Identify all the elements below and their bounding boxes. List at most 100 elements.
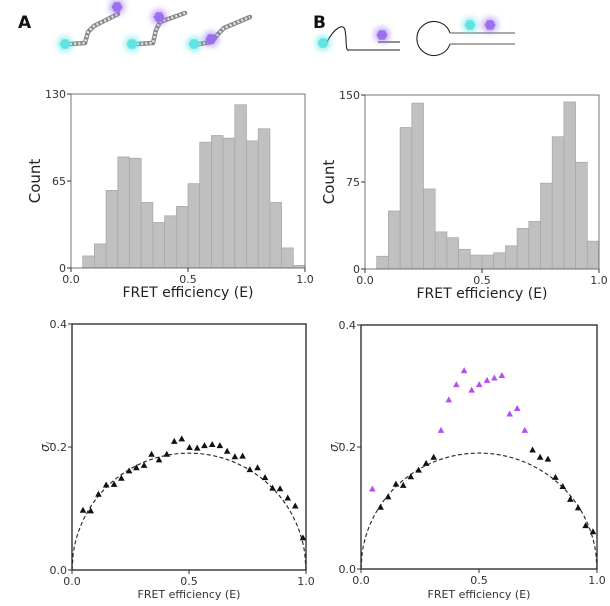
- histogram-bar: [269, 202, 282, 269]
- data-point: [276, 485, 284, 492]
- y-axis-label: σl: [327, 441, 343, 452]
- x-tick-label: 1.0: [588, 574, 606, 587]
- y-tick-label: 75: [346, 176, 360, 189]
- histogram-bar: [528, 221, 541, 270]
- data-point: [445, 396, 453, 403]
- donor-dye-icon: [462, 17, 478, 33]
- data-point: [498, 372, 506, 379]
- x-axis-label: FRET efficiency (E): [122, 285, 253, 301]
- data-point: [223, 447, 231, 454]
- y-tick-label: 130: [45, 88, 66, 101]
- hairpin-loop: [416, 20, 451, 57]
- x-tick-label: 0.5: [180, 575, 198, 588]
- y-tick-label: 0.4: [50, 318, 68, 331]
- data-point: [415, 466, 422, 473]
- histogram-bar: [211, 135, 224, 269]
- histogram-bar: [516, 228, 530, 270]
- y-axis-label: Count: [26, 159, 44, 204]
- y-tick-label: 150: [339, 89, 360, 102]
- data-point: [178, 435, 186, 442]
- panel-label-b: B: [313, 13, 326, 33]
- histogram-bar: [152, 222, 165, 269]
- reference-curve: [71, 452, 307, 571]
- data-point: [377, 503, 384, 510]
- histogram-bar: [234, 104, 247, 269]
- histogram-bar: [388, 210, 401, 270]
- donor-dye-icon-hexagon: [59, 39, 71, 49]
- histogram-bar: [129, 157, 142, 269]
- acceptor-dye-icon: [109, 0, 125, 15]
- data-point: [246, 466, 254, 473]
- data-point: [269, 484, 276, 491]
- y-axis-label-symbol: σ: [38, 444, 52, 452]
- panel-label-a: A: [18, 13, 32, 33]
- data-point: [170, 437, 178, 444]
- histogram-bar: [469, 254, 483, 270]
- data-point: [239, 452, 246, 459]
- x-axis-label: FRET efficiency (E): [428, 588, 531, 601]
- histogram-bar: [446, 237, 459, 270]
- data-point: [491, 374, 498, 381]
- acceptor-dye-icon-hexagon: [111, 2, 123, 12]
- data-point: [392, 480, 400, 487]
- x-tick-label: 0.5: [179, 273, 197, 286]
- helix-rungs: [136, 11, 186, 46]
- histogram-bar: [199, 141, 212, 269]
- data-point: [529, 446, 536, 453]
- histogram-bar: [481, 254, 495, 270]
- helix-rungs: [69, 12, 119, 46]
- data-point: [399, 481, 407, 488]
- data-point: [407, 473, 415, 480]
- single-strand-icon: [326, 26, 400, 51]
- donor-dye-icon-hexagon: [317, 38, 329, 48]
- histogram-bar: [94, 243, 107, 269]
- data-point: [521, 426, 529, 433]
- histogram-bar: [281, 247, 294, 269]
- data-point: [475, 381, 483, 388]
- histogram-bar: [563, 101, 576, 270]
- x-tick-label: 0.5: [470, 574, 488, 587]
- donor-dye-icon-hexagon: [188, 39, 200, 49]
- data-point: [582, 522, 589, 529]
- histogram-bar: [164, 215, 177, 269]
- histogram-bar: [458, 248, 471, 270]
- data-point: [95, 490, 102, 497]
- histogram-bar: [423, 188, 436, 270]
- data-point: [552, 473, 559, 480]
- y-tick-label: 0.2: [50, 441, 68, 454]
- histogram-bar: [399, 127, 413, 270]
- data-point: [102, 481, 110, 488]
- histogram-bar: [505, 245, 518, 270]
- schematic-cartoons: [57, 0, 515, 57]
- data-point: [118, 474, 125, 481]
- x-tick-label: 0.0: [62, 273, 80, 286]
- y-axis-label-symbol: σ: [327, 444, 341, 452]
- data-point: [193, 444, 201, 451]
- histogram-b: 0 75 150 0.0 0.5 1.0 FRET efficiency (E) Count: [320, 89, 608, 302]
- histogram-bar: [493, 252, 506, 270]
- histogram-bar: [376, 255, 389, 270]
- dna-helix-icon: [134, 10, 188, 47]
- sigma-scatter-a: 0.0 0.2 0.4 0.0 0.5 1.0 FRET efficiency (E) σl: [38, 318, 315, 601]
- y-axis-label-subscript: l: [334, 441, 343, 444]
- y-tick-label: 0: [353, 263, 360, 276]
- x-axis-label: FRET efficiency (E): [138, 588, 241, 601]
- histogram-bar: [586, 240, 600, 270]
- y-axis-label: Count: [320, 160, 338, 205]
- data-point: [87, 507, 95, 514]
- histogram-bar: [222, 137, 236, 269]
- data-point: [544, 455, 552, 462]
- data-point: [291, 502, 299, 509]
- donor-dye-icon: [124, 36, 140, 52]
- data-point: [254, 464, 261, 471]
- data-point: [163, 450, 171, 457]
- data-point: [536, 453, 544, 460]
- y-tick-label: 0.4: [339, 319, 357, 332]
- histogram-bar: [434, 231, 448, 270]
- data-point: [201, 442, 208, 449]
- data-point: [506, 410, 513, 417]
- x-tick-label: 0.0: [352, 574, 370, 587]
- histogram-bar: [187, 183, 201, 269]
